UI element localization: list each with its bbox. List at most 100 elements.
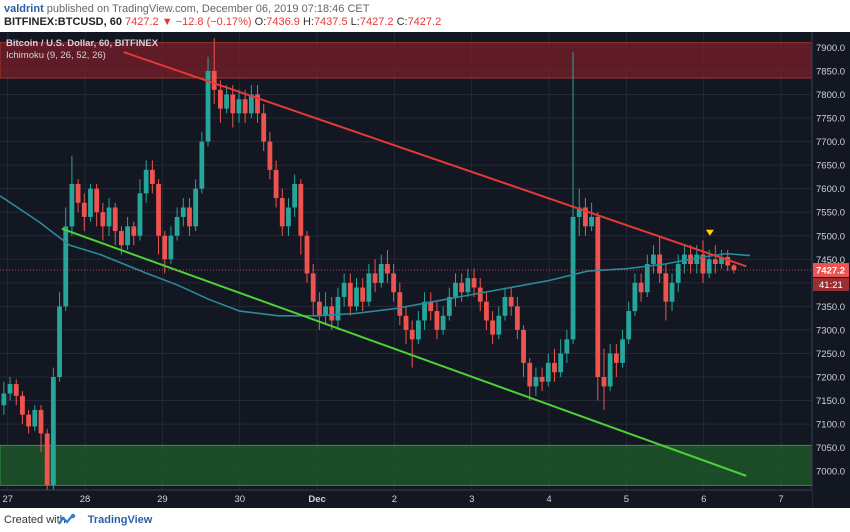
y-tick-label: 7800.0 xyxy=(816,90,845,101)
candle-body xyxy=(712,259,718,264)
candle-body xyxy=(13,384,19,396)
created-with-text: Created with xyxy=(4,514,66,526)
candle-body xyxy=(527,362,533,387)
candle-body xyxy=(26,414,32,427)
candle-body xyxy=(174,216,180,236)
y-tick-label: 7500.0 xyxy=(816,231,845,242)
candle-body xyxy=(310,273,316,302)
candle-body xyxy=(199,141,205,189)
candle-body xyxy=(477,287,483,302)
low-label: L: xyxy=(350,16,360,28)
x-tick-label: 30 xyxy=(234,494,245,505)
candle-body xyxy=(626,311,632,340)
footer: Created with TradingView xyxy=(0,508,850,532)
candle-body xyxy=(32,409,38,427)
candle-body xyxy=(545,362,551,382)
price-chart[interactable]: 7000.0 7050.0 7100.0 7150.0 7200.0 7250.0 7300… xyxy=(0,32,850,508)
support-zone xyxy=(0,444,813,486)
high-value: 7437.5 xyxy=(313,16,348,28)
candle-body xyxy=(298,183,304,236)
candle-body xyxy=(211,70,217,90)
candle-body xyxy=(607,353,613,387)
candle-body xyxy=(428,301,434,312)
candle-body xyxy=(236,99,242,114)
candle-body xyxy=(38,409,44,434)
candle-body xyxy=(69,183,75,227)
x-tick-label: 7 xyxy=(778,494,783,505)
candle-body xyxy=(347,282,353,307)
y-tick-label: 7650.0 xyxy=(816,161,845,172)
x-tick-label: 27 xyxy=(2,494,13,505)
candle-body xyxy=(372,273,378,283)
candle-body xyxy=(230,94,236,114)
candle-body xyxy=(205,70,211,142)
open-value: 7436.9 xyxy=(266,16,300,28)
y-tick-label: 7300.0 xyxy=(816,325,845,336)
ichimoku-baseline xyxy=(0,195,751,317)
candle-body xyxy=(292,183,298,208)
candle-body xyxy=(187,207,192,227)
candle-body xyxy=(143,169,149,194)
resistance-trendline xyxy=(123,51,747,268)
candle-body xyxy=(81,202,87,217)
candle-body xyxy=(57,306,62,377)
author-name[interactable]: valdrint xyxy=(4,3,44,15)
candle-body xyxy=(119,231,124,246)
x-tick-label: 2 xyxy=(392,494,397,505)
candle-body xyxy=(137,193,143,236)
candle-body xyxy=(638,282,644,293)
candle-body xyxy=(100,212,106,227)
candle-body xyxy=(261,113,267,142)
indicator-label: Ichimoku (9, 26, 52, 26) xyxy=(6,50,106,61)
zones xyxy=(0,42,813,486)
candle-body xyxy=(446,296,452,316)
candle-body xyxy=(156,183,161,236)
candle-body xyxy=(63,226,69,307)
candle-body xyxy=(218,89,223,109)
candle-body xyxy=(304,235,310,274)
low-value: 7427.2 xyxy=(359,16,394,28)
y-tick-label: 7350.0 xyxy=(816,302,845,313)
candle-body xyxy=(490,320,496,335)
candle-body xyxy=(88,188,93,217)
candle-body xyxy=(576,207,582,217)
close-value: 7427.2 xyxy=(407,16,442,28)
y-tick-label: 7600.0 xyxy=(816,184,845,195)
chart-background xyxy=(0,32,850,508)
x-tick-label: 5 xyxy=(624,494,629,505)
candle-body xyxy=(669,282,675,302)
candle-body xyxy=(719,256,724,264)
candle-body xyxy=(570,216,576,340)
candle-body xyxy=(694,254,700,264)
trendlines xyxy=(61,51,747,477)
y-tick-label: 7450.0 xyxy=(816,255,845,266)
candle-body xyxy=(286,207,291,227)
candle-body xyxy=(453,282,458,297)
y-tick-label: 7550.0 xyxy=(816,208,845,219)
chart-header: valdrint published on TradingView.com, D… xyxy=(0,0,850,32)
candle-body xyxy=(255,94,260,114)
symbol-label: BITFINEX:BTCUSD, 60 xyxy=(4,16,122,28)
candle-body xyxy=(521,329,526,363)
current-price-label: 7427.2 xyxy=(816,266,845,277)
candle-body xyxy=(539,377,545,382)
candle-body xyxy=(583,207,588,227)
marker-triangle-icon xyxy=(705,229,714,236)
candle-body xyxy=(378,264,384,283)
x-tick-label: Dec xyxy=(308,494,325,505)
candle-body xyxy=(112,207,118,232)
candle-body xyxy=(75,183,81,203)
chart-title: Bitcoin / U.S. Dollar, 60, BITFINEX xyxy=(6,38,159,49)
last-price: 7427.2 xyxy=(125,16,159,28)
candle-body xyxy=(731,265,737,271)
candle-body xyxy=(193,188,199,227)
candle-body xyxy=(279,198,285,227)
candle-body xyxy=(360,287,366,302)
candle-body xyxy=(595,216,601,377)
axes: 7000.0 7050.0 7100.0 7150.0 7200.0 7250.0 7300… xyxy=(0,32,850,508)
support-trendline xyxy=(61,227,747,477)
price-change: ▼ −12.8 (−0.17%) xyxy=(161,16,252,28)
tradingview-brand[interactable]: TradingView xyxy=(87,514,153,526)
candle-body xyxy=(601,377,607,387)
candle-body xyxy=(106,207,112,227)
